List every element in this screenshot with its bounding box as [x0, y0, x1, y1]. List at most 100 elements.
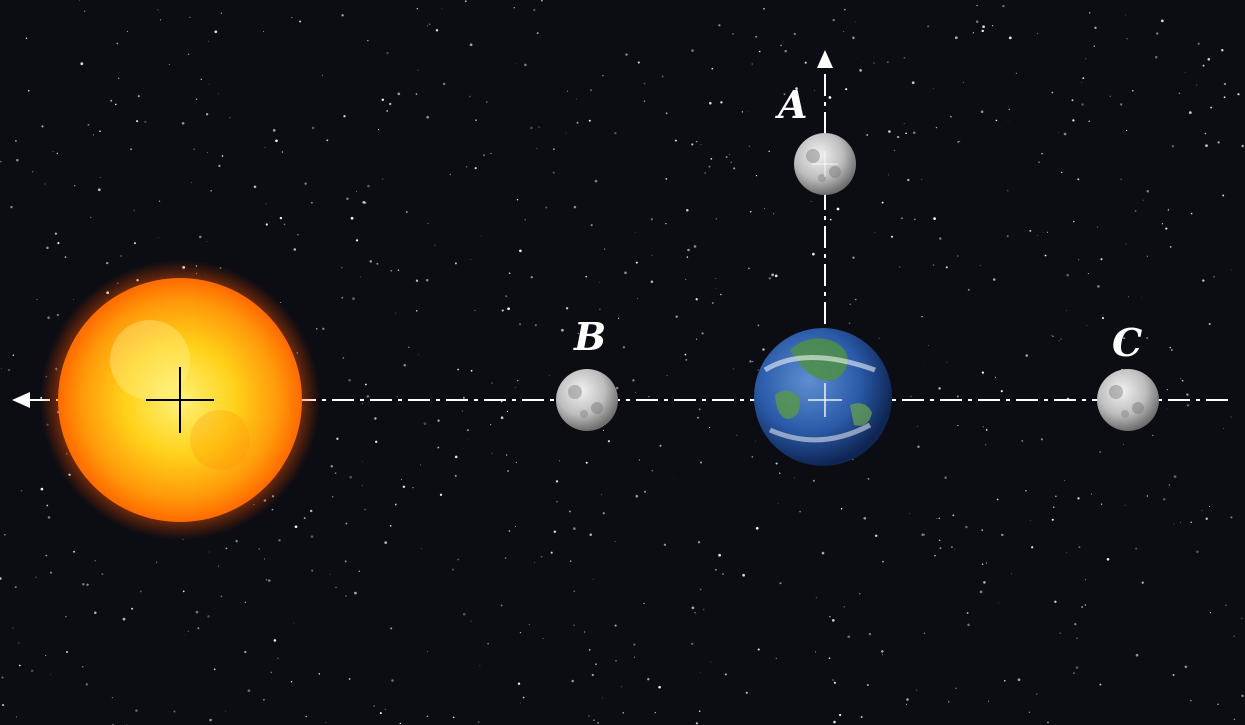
star [1181, 379, 1184, 382]
star [1128, 296, 1129, 298]
star [849, 303, 851, 306]
star [758, 50, 761, 53]
star [695, 140, 698, 143]
star [812, 479, 815, 482]
star [829, 616, 831, 618]
star [794, 477, 795, 479]
star [358, 570, 360, 572]
star [435, 29, 439, 32]
star [1097, 285, 1100, 288]
star [555, 480, 559, 483]
star [1058, 340, 1060, 342]
star [291, 17, 293, 19]
star [428, 23, 431, 26]
star [139, 590, 142, 593]
star [1001, 533, 1004, 537]
star [1209, 506, 1211, 508]
star [7, 368, 11, 372]
star [200, 78, 203, 81]
star [468, 95, 471, 98]
star [954, 36, 958, 40]
star [916, 425, 918, 427]
star [1155, 32, 1159, 35]
star [833, 720, 836, 724]
star [390, 269, 393, 272]
star [828, 96, 832, 99]
star [290, 680, 293, 683]
star [524, 63, 527, 67]
star [1000, 390, 1003, 393]
star [1166, 408, 1168, 410]
star [420, 464, 421, 466]
star [573, 205, 577, 209]
star [1131, 89, 1134, 92]
star [195, 610, 199, 614]
star [843, 8, 846, 11]
star [342, 357, 345, 359]
star [1119, 333, 1121, 334]
star [310, 535, 314, 539]
star [693, 245, 697, 248]
star [474, 167, 477, 170]
star [18, 664, 21, 667]
star [346, 197, 349, 201]
star [376, 262, 379, 265]
star [93, 134, 94, 136]
star [588, 649, 591, 651]
star [584, 631, 586, 633]
star [675, 315, 678, 318]
star [311, 201, 313, 204]
star [334, 472, 337, 474]
star [1151, 434, 1154, 437]
star [1007, 120, 1009, 122]
star [74, 185, 76, 187]
star [1241, 694, 1244, 698]
star [979, 590, 983, 594]
star [867, 478, 870, 480]
star [896, 135, 900, 139]
star [741, 111, 744, 113]
star [384, 541, 387, 544]
star [928, 345, 929, 346]
star [866, 684, 869, 686]
star [136, 120, 139, 123]
star [1040, 438, 1043, 441]
star [426, 115, 430, 119]
star [873, 62, 875, 64]
star [514, 386, 516, 388]
star [1171, 349, 1173, 351]
star [1134, 210, 1137, 212]
star [755, 174, 758, 177]
star [967, 623, 970, 627]
star [1077, 178, 1080, 181]
star [704, 172, 706, 174]
star [962, 81, 964, 83]
star [536, 32, 539, 35]
star [1230, 416, 1232, 418]
star [297, 233, 299, 236]
star [1002, 4, 1005, 8]
star [1188, 111, 1192, 114]
star [804, 61, 807, 64]
star [665, 178, 668, 180]
star [1197, 42, 1200, 45]
star [783, 93, 786, 96]
star [585, 275, 588, 278]
star [561, 328, 564, 332]
star [208, 83, 210, 85]
star [1172, 674, 1175, 676]
star [994, 376, 997, 379]
star [1190, 521, 1192, 524]
moon-a-label: A [775, 82, 807, 127]
star [318, 673, 321, 675]
star [1036, 693, 1038, 695]
star [441, 8, 443, 10]
star [1146, 190, 1150, 193]
star [294, 525, 298, 529]
star [530, 275, 534, 279]
star [367, 40, 369, 42]
star [1166, 389, 1168, 391]
star [247, 689, 251, 693]
star [650, 280, 654, 283]
star [360, 276, 361, 278]
